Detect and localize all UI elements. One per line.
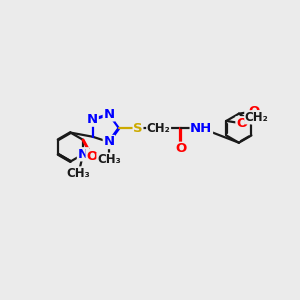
Text: CH₂: CH₂ (245, 111, 268, 124)
Text: O: O (252, 111, 262, 124)
Text: CH₂: CH₂ (147, 122, 170, 135)
Text: N: N (87, 113, 98, 126)
Text: O: O (248, 105, 260, 118)
Text: O: O (175, 142, 186, 155)
Text: O: O (236, 117, 247, 130)
Text: CH₃: CH₃ (97, 153, 121, 166)
Text: NH: NH (190, 122, 212, 135)
Text: N: N (77, 148, 88, 161)
Text: CH₃: CH₃ (67, 167, 91, 180)
Text: N: N (103, 136, 114, 148)
Text: O: O (86, 149, 98, 163)
Text: N: N (103, 108, 114, 121)
Text: S: S (133, 122, 143, 135)
